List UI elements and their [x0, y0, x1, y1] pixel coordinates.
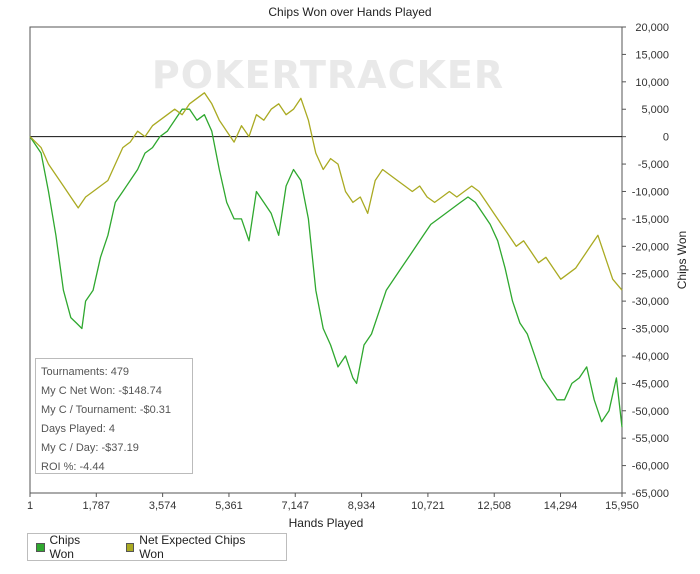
plot-area	[29, 26, 623, 494]
y-tick-label: -60,000	[632, 461, 669, 473]
x-tick-label: 3,574	[149, 500, 177, 512]
y-tick-label: -40,000	[632, 351, 669, 363]
stat-net-won: My C Net Won: -$148.74	[41, 385, 162, 397]
y-tick-label: 20,000	[635, 22, 669, 34]
stat-tournaments: Tournaments: 479	[41, 366, 130, 378]
chart-title: Chips Won over Hands Played	[268, 5, 432, 19]
y-tick-label: -15,000	[632, 214, 669, 226]
y-tick-label: 10,000	[635, 77, 669, 89]
x-tick-label: 8,934	[348, 500, 376, 512]
y-axis: 20,000 15,000 10,000 5,000 0 -5,000 -10,000 -15…	[622, 22, 669, 500]
watermark-text: POKERTRACKER	[152, 53, 504, 97]
y-tick-label: -5,000	[638, 159, 669, 171]
y-tick-label: -30,000	[632, 296, 669, 308]
legend-item-chips-won[interactable]: Chips Won	[36, 533, 104, 561]
x-axis-title: Hands Played	[289, 516, 364, 530]
legend-swatch-chips-won	[36, 542, 45, 552]
y-tick-label: -35,000	[632, 324, 669, 336]
y-tick-label: -45,000	[632, 378, 669, 390]
stat-roi: ROI %: -4.44	[41, 461, 105, 473]
x-tick-label: 1,787	[83, 500, 111, 512]
x-tick-label: 14,294	[544, 500, 578, 512]
legend: Chips Won Net Expected Chips Won	[27, 533, 287, 561]
series-line-chips-won	[29, 108, 623, 428]
x-tick-label: 7,147	[281, 500, 309, 512]
y-tick-label: 15,000	[635, 49, 669, 61]
stat-days-played: Days Played: 4	[41, 423, 115, 435]
y-tick-label: -65,000	[632, 488, 669, 500]
legend-swatch-net-expected	[125, 542, 135, 552]
x-tick-label: 15,950	[605, 500, 639, 512]
legend-label-chips-won: Chips Won	[49, 533, 81, 561]
x-tick-label: 12,508	[477, 500, 511, 512]
y-tick-label: 0	[663, 132, 669, 144]
series-line-net-expected	[29, 92, 623, 291]
y-axis-title: Chips Won	[675, 231, 689, 289]
stats-box: Tournaments: 479 My C Net Won: -$148.74 …	[35, 358, 193, 474]
legend-item-net-expected[interactable]: Net Expected Chips Won	[125, 533, 264, 561]
y-tick-label: -10,000	[632, 186, 669, 198]
y-tick-label: 5,000	[641, 104, 669, 116]
stat-per-day: My C / Day: -$37.19	[41, 442, 139, 454]
y-tick-label: -20,000	[632, 241, 669, 253]
y-tick-label: -25,000	[632, 269, 669, 281]
legend-label-net-expected: Net Expected Chips Won	[139, 533, 246, 561]
stat-per-tournament: My C / Tournament: -$0.31	[41, 404, 172, 416]
x-tick-label: 10,721	[411, 500, 445, 512]
x-tick-label: 5,361	[215, 500, 243, 512]
x-tick-label: 1	[27, 500, 33, 512]
y-tick-label: -50,000	[632, 406, 669, 418]
series-group	[29, 92, 623, 428]
y-tick-label: -55,000	[632, 433, 669, 445]
x-axis: 1 1,787 3,574 5,361 7,147 8,934 10,721 12,508 14…	[27, 493, 639, 512]
